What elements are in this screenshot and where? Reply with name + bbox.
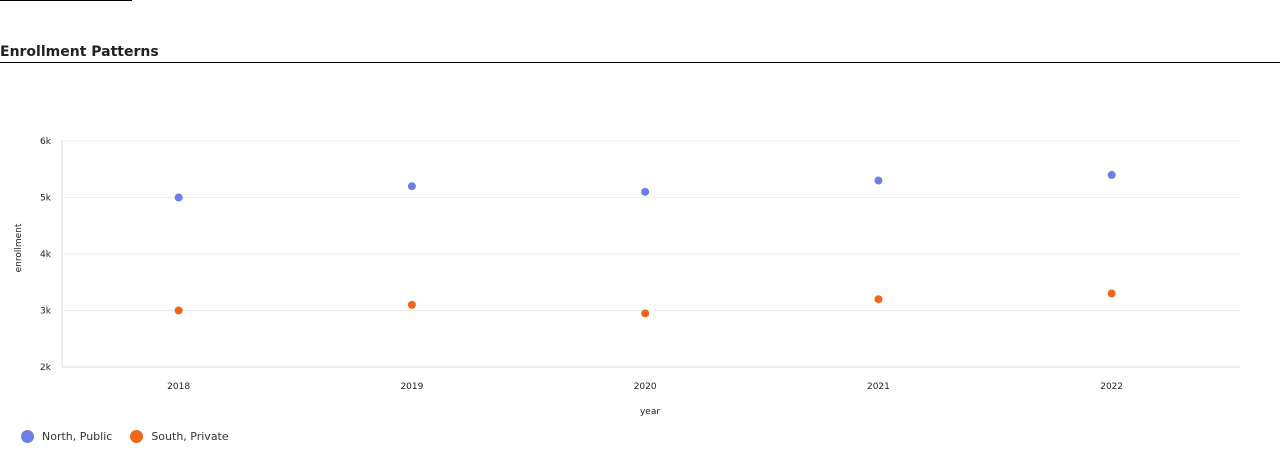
- y-tick-label: 5k: [40, 194, 52, 204]
- x-tick-labels: 2018 2019 2020 2021 2022: [167, 382, 1123, 392]
- top-divider: [0, 0, 132, 1]
- point-north-public-2022[interactable]: [1107, 170, 1116, 179]
- y-tick-label: 2k: [40, 363, 52, 373]
- point-south-private-2021[interactable]: [874, 295, 883, 304]
- legend: North, Public South, Private: [21, 430, 247, 443]
- y-tick-label: 4k: [40, 250, 52, 260]
- point-south-private-2020[interactable]: [641, 309, 650, 318]
- legend-swatch-south-private: [130, 430, 144, 443]
- y-tick-labels: 2k 3k 4k 5k 6k: [40, 137, 52, 373]
- legend-swatch-north-public: [21, 430, 34, 443]
- point-south-private-2019[interactable]: [407, 300, 416, 309]
- point-north-public-2019[interactable]: [407, 182, 416, 191]
- point-north-public-2018[interactable]: [174, 193, 183, 202]
- point-south-private-2018[interactable]: [174, 306, 183, 315]
- data-points: [174, 170, 1116, 318]
- legend-label-south-private: South, Private: [151, 430, 229, 443]
- y-tick-label: 6k: [40, 137, 52, 147]
- x-tick-label: 2021: [867, 382, 890, 392]
- x-tick-label: 2019: [400, 382, 423, 392]
- legend-label-north-public: North, Public: [42, 430, 113, 443]
- title-divider: [0, 62, 1280, 63]
- y-tick-label: 3k: [40, 307, 52, 317]
- grid-lines: [61, 140, 1240, 368]
- section-title: Enrollment Patterns: [0, 44, 159, 60]
- point-south-private-2022[interactable]: [1107, 289, 1116, 298]
- x-axis-label: year: [640, 407, 660, 417]
- x-tick-label: 2020: [634, 382, 657, 392]
- legend-item-north-public[interactable]: North, Public: [21, 430, 112, 443]
- x-tick-label: 2018: [167, 382, 190, 392]
- point-north-public-2021[interactable]: [874, 176, 883, 185]
- legend-item-south-private[interactable]: South, Private: [130, 430, 229, 443]
- point-north-public-2020[interactable]: [641, 187, 650, 196]
- x-tick-label: 2022: [1100, 382, 1123, 392]
- y-axis-label: enrollment: [14, 223, 24, 272]
